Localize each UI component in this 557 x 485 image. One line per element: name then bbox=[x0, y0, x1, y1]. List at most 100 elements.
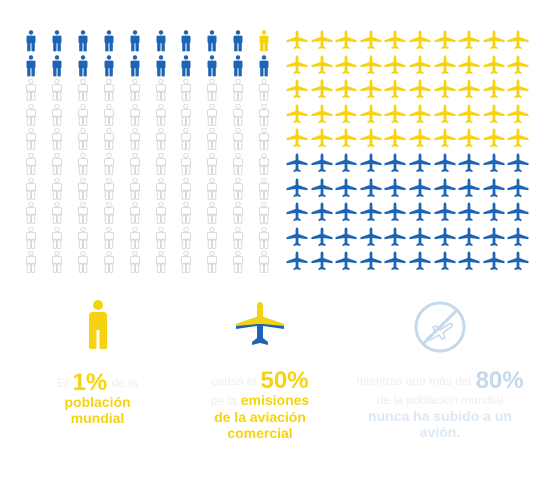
airplane-yellow-icon bbox=[483, 104, 505, 129]
person-outline-icon bbox=[51, 103, 63, 131]
person-outline-icon bbox=[129, 152, 141, 180]
person-outline-icon bbox=[25, 226, 37, 254]
person-outline-icon bbox=[206, 103, 218, 131]
person-outline-icon bbox=[232, 78, 244, 106]
person-outline-icon bbox=[155, 251, 167, 278]
airplane-yellow-icon bbox=[483, 128, 505, 153]
person-outline-icon bbox=[25, 78, 37, 106]
airplane-icon bbox=[236, 302, 284, 345]
airplane-blue-icon bbox=[483, 227, 505, 252]
person-outline-icon bbox=[77, 128, 89, 155]
population-person-grid bbox=[25, 30, 280, 276]
emissions-line4: comercial bbox=[227, 425, 293, 441]
airplane-blue-icon bbox=[434, 153, 456, 178]
airplane-blue-icon bbox=[384, 202, 406, 227]
emissions-line3: de la aviación bbox=[214, 409, 306, 425]
airplane-blue-icon bbox=[335, 178, 357, 203]
airplane-blue-icon bbox=[434, 227, 456, 252]
person-outline-icon bbox=[51, 152, 63, 180]
person-outline-icon bbox=[232, 103, 244, 131]
person-blue-icon bbox=[155, 54, 167, 82]
airplane-blue-icon bbox=[335, 153, 357, 178]
airplane-blue-icon bbox=[286, 178, 308, 203]
person-yellow-icon bbox=[258, 30, 270, 57]
person-outline-icon bbox=[180, 201, 192, 229]
person-outline-icon bbox=[25, 251, 37, 278]
person-outline-icon bbox=[77, 177, 89, 205]
person-outline-icon bbox=[103, 251, 115, 278]
person-outline-icon bbox=[103, 177, 115, 205]
person-blue-icon bbox=[77, 30, 89, 57]
airplane-yellow-icon bbox=[409, 128, 431, 153]
never-percent: 80% bbox=[475, 367, 524, 394]
person-outline-icon bbox=[180, 103, 192, 131]
airplane-blue-icon bbox=[360, 178, 382, 203]
airplane-yellow-icon bbox=[384, 104, 406, 129]
person-blue-icon bbox=[103, 30, 115, 57]
person-blue-icon bbox=[77, 54, 89, 82]
person-outline-icon bbox=[232, 177, 244, 205]
airplane-yellow-icon bbox=[286, 128, 308, 153]
person-outline-icon bbox=[103, 78, 115, 106]
person-outline-icon bbox=[155, 103, 167, 131]
emissions-line2-strong: emisiones bbox=[240, 392, 310, 408]
airplane-blue-icon bbox=[360, 153, 382, 178]
airplane-yellow-icon bbox=[507, 104, 529, 129]
airplane-yellow-icon bbox=[434, 55, 456, 80]
never-line3: nunca ha subido a un bbox=[368, 408, 512, 424]
airplane-yellow-icon bbox=[286, 79, 308, 104]
airplane-yellow-icon bbox=[458, 30, 480, 55]
airplane-yellow-icon bbox=[335, 79, 357, 104]
person-blue-icon bbox=[155, 30, 167, 57]
airplane-blue-icon bbox=[409, 153, 431, 178]
airplane-blue-icon bbox=[434, 202, 456, 227]
person-outline-icon bbox=[206, 226, 218, 254]
airplane-yellow-icon bbox=[335, 104, 357, 129]
airplane-yellow-icon bbox=[335, 30, 357, 55]
person-outline-icon bbox=[129, 128, 141, 155]
person-outline-icon bbox=[155, 177, 167, 205]
person-outline-icon bbox=[258, 177, 270, 205]
person-outline-icon bbox=[51, 226, 63, 254]
person-outline-icon bbox=[155, 78, 167, 106]
airplane-yellow-icon bbox=[286, 30, 308, 55]
person-outline-icon bbox=[51, 128, 63, 155]
airplane-blue-icon bbox=[335, 227, 357, 252]
person-outline-icon bbox=[180, 152, 192, 180]
airplane-yellow-icon bbox=[286, 55, 308, 80]
person-outline-icon bbox=[206, 201, 218, 229]
airplane-blue-icon bbox=[286, 202, 308, 227]
airplane-blue-icon bbox=[507, 251, 529, 276]
person-outline-icon bbox=[232, 226, 244, 254]
airplane-blue-icon bbox=[384, 227, 406, 252]
airplane-yellow-icon bbox=[311, 30, 333, 55]
people-lead-text: El bbox=[57, 376, 69, 390]
aviation-emissions-plane-grid bbox=[286, 30, 532, 276]
person-outline-icon bbox=[232, 251, 244, 278]
person-outline-icon bbox=[51, 177, 63, 205]
person-outline-icon bbox=[129, 103, 141, 131]
airplane-yellow-icon bbox=[458, 79, 480, 104]
airplane-yellow-icon bbox=[507, 30, 529, 55]
person-outline-icon bbox=[155, 226, 167, 254]
airplane-blue-icon bbox=[507, 202, 529, 227]
person-blue-icon bbox=[180, 30, 192, 57]
airplane-blue-icon bbox=[286, 153, 308, 178]
airplane-yellow-icon bbox=[458, 104, 480, 129]
airplane-blue-icon bbox=[458, 178, 480, 203]
people-line3: mundial bbox=[70, 410, 125, 426]
airplane-yellow-icon bbox=[458, 55, 480, 80]
never-line4: avión. bbox=[419, 424, 461, 440]
person-outline-icon bbox=[51, 78, 63, 106]
person-outline-icon bbox=[258, 201, 270, 229]
airplane-blue-icon bbox=[384, 153, 406, 178]
person-blue-icon bbox=[51, 54, 63, 82]
airplane-blue-icon bbox=[360, 227, 382, 252]
person-blue-icon bbox=[25, 54, 37, 82]
person-blue-icon bbox=[25, 30, 37, 57]
airplane-yellow-icon bbox=[434, 79, 456, 104]
person-outline-icon bbox=[103, 226, 115, 254]
airplane-blue-icon bbox=[409, 178, 431, 203]
person-outline-icon bbox=[25, 201, 37, 229]
airplane-blue-icon bbox=[409, 227, 431, 252]
